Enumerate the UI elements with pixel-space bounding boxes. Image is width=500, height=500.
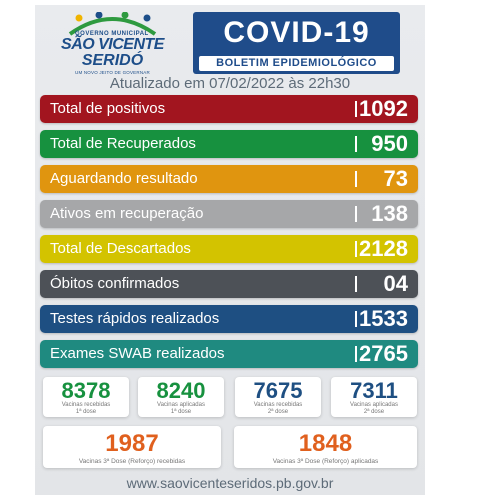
stat-row: Total de positivos 1092 [40,95,418,123]
stat-value: 73 [383,166,408,191]
logo-line2: SERIDÓ [81,52,144,69]
stat-value: 138 [371,201,408,226]
booster-value: 1987 [105,430,159,457]
booster-caption: Vacinas 3ª Dose (Reforço) aplicadas [272,458,379,465]
stat-row: Testes rápidos realizados 1533 [40,305,418,333]
stat-label: Ativos em recuperação [50,205,204,222]
vaccine-caption: Vacinas recebidas [61,402,111,408]
stat-value: 04 [383,271,408,296]
logo-slogan: UM NOVO JEITO DE GOVERNAR [75,70,150,75]
logo-top-text: GOVERNO MUNICIPAL [75,31,149,37]
covid-header: COVID-19 BOLETIM EPIDEMIOLÓGICO [193,12,400,74]
stat-value: 1533 [359,306,408,331]
stat-separator [355,206,357,222]
booster-value: 1848 [298,430,353,457]
stat-value: 2128 [359,236,408,261]
vaccine-value: 8240 [156,378,206,403]
vaccine-caption: Vacinas recebidas [253,402,303,408]
booster-caption: Vacinas 3ª Dose (Reforço) recebidas [78,458,186,465]
vaccine-card: 7311 Vacinas aplicadas 2ª dose [331,377,417,417]
vaccine-dose: 1ª dose [75,409,97,415]
logo-figures-icon [68,12,157,36]
header-subtitle: BOLETIM EPIDEMIOLÓGICO [199,56,394,71]
stat-label: Total de Recuperados [50,135,196,152]
stat-label: Exames SWAB realizados [50,345,225,362]
stat-label: Óbitos confirmados [50,275,180,292]
vaccine-card: 8378 Vacinas recebidas 1ª dose [43,377,129,417]
vaccine-dose: 1ª dose [170,409,192,415]
stat-separator [355,241,357,257]
stat-label: Aguardando resultado [50,170,198,187]
vaccine-card: 8240 Vacinas aplicadas 1ª dose [138,377,224,417]
stat-row: Óbitos confirmados 04 [40,270,418,298]
vaccine-caption: Vacinas aplicadas [157,402,205,408]
vaccine-caption: Vacinas aplicadas [350,402,398,408]
stat-separator [355,311,357,327]
stat-separator [355,346,357,362]
vaccine-value: 8378 [61,378,111,403]
stat-separator [355,136,357,152]
stat-separator [355,276,357,292]
stat-label: Total de Descartados [50,240,191,257]
vaccine-card: 7675 Vacinas recebidas 2ª dose [235,377,321,417]
stat-separator [355,171,357,187]
vaccine-value: 7311 [350,378,398,403]
stat-value: 950 [371,131,408,156]
stat-row: Exames SWAB realizados 2765 [40,340,418,368]
booster-card: 1848 Vacinas 3ª Dose (Reforço) aplicadas [234,426,417,468]
stat-separator [355,101,357,117]
stat-value: 1092 [359,96,408,121]
stat-label: Testes rápidos realizados [50,310,220,327]
updated-timestamp: Atualizado em 07/02/2022 às 22h30 [109,75,351,92]
header-title: COVID-19 [223,16,370,49]
stat-row: Ativos em recuperação 138 [40,200,418,228]
stat-row: Aguardando resultado 73 [40,165,418,193]
booster-card: 1987 Vacinas 3ª Dose (Reforço) recebidas [43,426,221,468]
stat-row: Total de Recuperados 950 [40,130,418,158]
vaccine-dose: 2ª dose [267,409,289,415]
website-footer: www.saovicenteseridos.pb.gov.br [126,475,334,491]
municipal-logo: GOVERNO MUNICIPAL SÃO VICENTE SERIDÓ UM … [55,12,170,75]
vaccine-value: 7675 [253,378,303,403]
stat-label: Total de positivos [50,100,166,117]
logo-line1: SÃO VICENTE [61,36,164,53]
stat-value: 2765 [359,341,408,366]
vaccine-dose: 2ª dose [363,409,385,415]
stat-row: Total de Descartados 2128 [40,235,418,263]
